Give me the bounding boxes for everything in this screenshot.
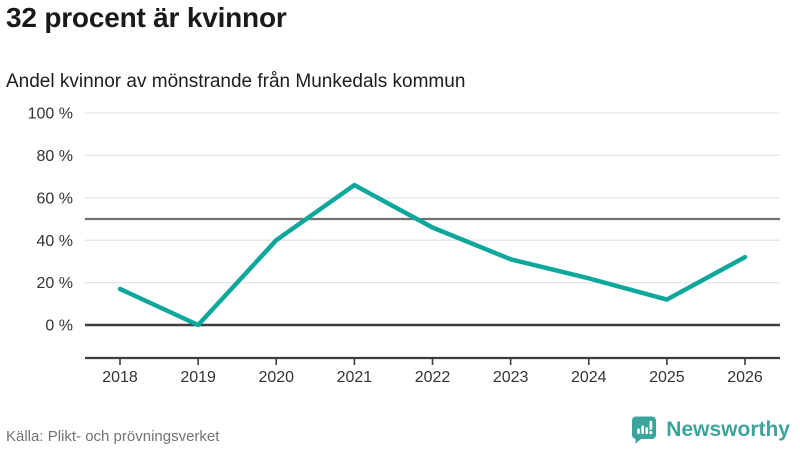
x-tick-label: 2025 xyxy=(649,369,685,386)
x-tick-label: 2023 xyxy=(493,369,529,386)
x-tick-label: 2024 xyxy=(571,369,607,386)
y-tick-label: 20 % xyxy=(37,275,73,292)
y-tick-label: 60 % xyxy=(37,190,73,207)
x-tick-label: 2022 xyxy=(415,369,451,386)
x-tick-label: 2019 xyxy=(180,369,216,386)
brand-logo: Newsworthy xyxy=(630,415,790,444)
y-tick-label: 100 % xyxy=(28,106,73,123)
x-tick-label: 2020 xyxy=(258,369,294,386)
x-tick-label: 2018 xyxy=(102,369,138,386)
chart-subtitle: Andel kvinnor av mönstrande från Munkeda… xyxy=(6,71,466,92)
x-tick-label: 2021 xyxy=(337,369,373,386)
x-tick-label: 2026 xyxy=(727,369,763,386)
brand-name: Newsworthy xyxy=(666,417,790,441)
y-tick-label: 0 % xyxy=(45,318,73,335)
newsworthy-icon xyxy=(632,416,657,444)
page-title: 32 procent är kvinnor xyxy=(6,2,287,33)
y-tick-label: 40 % xyxy=(37,233,73,250)
y-tick-label: 80 % xyxy=(37,148,73,165)
source-note: Källa: Plikt- och prövningsverket xyxy=(6,428,220,445)
data-line xyxy=(117,182,748,328)
